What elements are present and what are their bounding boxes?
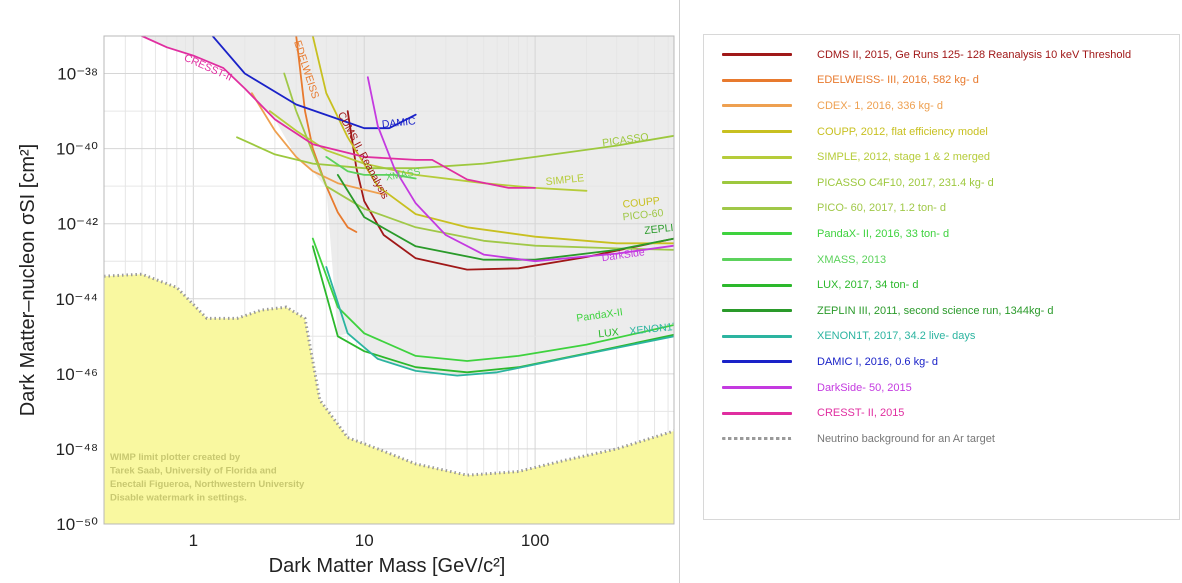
series-line-xenon1t xyxy=(325,266,674,377)
x-tick-label: 1 xyxy=(189,531,198,550)
legend-label: Neutrino background for an Ar target xyxy=(817,432,995,445)
legend-swatch xyxy=(722,437,792,441)
legend-label: ZEPLIN III, 2011, second science run, 13… xyxy=(817,304,1054,317)
series-line-cdms xyxy=(346,110,674,271)
legend-swatch xyxy=(722,130,792,134)
series-line-xmass xyxy=(325,156,417,180)
legend-swatch xyxy=(722,283,792,287)
legend-swatch xyxy=(722,53,792,57)
neutrino-background-fill xyxy=(104,274,674,524)
series-label-coupp: COUPP xyxy=(622,195,660,211)
y-tick-label: 10⁻⁵⁰ xyxy=(56,515,98,534)
legend: CDMS II, 2015, Ge Runs 125- 128 Reanalys… xyxy=(703,34,1180,520)
legend-swatch xyxy=(722,334,792,338)
legend-label: EDELWEISS- III, 2016, 582 kg- d xyxy=(817,74,979,87)
legend-label: PICASSO C4F10, 2017, 231.4 kg- d xyxy=(817,176,994,189)
series-line-picasso xyxy=(236,134,674,170)
legend-swatch xyxy=(722,181,792,185)
series-label-simple: SIMPLE xyxy=(545,172,585,188)
series-label-pico60: PICO-60 xyxy=(622,207,664,223)
series-line-pandax xyxy=(311,237,674,362)
panel-divider xyxy=(679,0,680,583)
legend-item-lux: LUX, 2017, 34 ton- d xyxy=(722,272,1179,298)
series-line-zeplin xyxy=(336,174,674,261)
legend-item-simple: SIMPLE, 2012, stage 1 & 2 merged xyxy=(722,144,1179,170)
legend-swatch xyxy=(722,258,792,262)
legend-swatch xyxy=(722,104,792,108)
legend-item-edelweiss: EDELWEISS- III, 2016, 582 kg- d xyxy=(722,68,1179,94)
legend-item-picasso: PICASSO C4F10, 2017, 231.4 kg- d xyxy=(722,170,1179,196)
legend-label: PandaX- II, 2016, 33 ton- d xyxy=(817,227,950,240)
legend-label: CDMS II, 2015, Ge Runs 125- 128 Reanalys… xyxy=(817,48,1132,61)
series-label-xenon1t: XENON1T xyxy=(629,320,680,337)
legend-item-darkside: DarkSide- 50, 2015 xyxy=(722,375,1179,401)
legend-swatch xyxy=(722,78,792,82)
legend-item-neutrino: Neutrino background for an Ar target xyxy=(722,426,1179,452)
y-tick-label: 10⁻³⁸ xyxy=(57,65,98,84)
watermark-line: WIMP limit plotter created by xyxy=(110,452,241,463)
legend-swatch xyxy=(722,386,792,390)
plot-frame xyxy=(103,35,675,525)
legend-label: DAMIC I, 2016, 0.6 kg- d xyxy=(817,355,939,368)
legend-item-pandax: PandaX- II, 2016, 33 ton- d xyxy=(722,221,1179,247)
legend-label: DarkSide- 50, 2015 xyxy=(817,381,912,394)
legend-label: CRESST- II, 2015 xyxy=(817,407,905,420)
legend-label: COUPP, 2012, flat efficiency model xyxy=(817,125,988,138)
legend-item-coupp: COUPP, 2012, flat efficiency model xyxy=(722,119,1179,145)
neutrino-background-line xyxy=(104,272,674,477)
watermark-line: Disable watermark in settings. xyxy=(110,493,247,504)
series-label-lux: LUX xyxy=(598,326,620,340)
series-label-darkside: DarkSide xyxy=(601,246,646,264)
legend-label: XENON1T, 2017, 34.2 live- days xyxy=(817,330,976,343)
legend-label: CDEX- 1, 2016, 336 kg- d xyxy=(817,99,943,112)
y-tick-label: 10⁻⁴⁴ xyxy=(56,290,99,309)
watermark-line: Tarek Saab, University of Florida and xyxy=(110,466,277,477)
legend-swatch xyxy=(722,232,792,236)
legend-swatch xyxy=(722,206,792,210)
chart: WIMP limit plotter created by Tarek Saab,… xyxy=(17,35,680,577)
series-label-damic: DAMIC xyxy=(381,115,416,131)
legend-item-cdex: CDEX- 1, 2016, 336 kg- d xyxy=(722,93,1179,119)
legend-swatch xyxy=(722,155,792,159)
y-tick-label: 10⁻⁴² xyxy=(57,215,98,234)
legend-label: SIMPLE, 2012, stage 1 & 2 merged xyxy=(817,151,991,164)
series-line-coupp xyxy=(311,36,674,245)
legend-swatch xyxy=(722,411,792,415)
legend-swatch xyxy=(722,360,792,364)
excluded-region xyxy=(104,36,674,376)
legend-label: PICO- 60, 2017, 1.2 ton- d xyxy=(817,202,947,215)
x-tick-label: 100 xyxy=(521,531,549,550)
x-tick-label: 10 xyxy=(355,531,374,550)
series-line-darkside xyxy=(366,76,674,263)
legend-item-xenon1t: XENON1T, 2017, 34.2 live- days xyxy=(722,324,1179,350)
legend-label: XMASS, 2013 xyxy=(817,253,887,266)
y-tick-label: 10⁻⁴⁶ xyxy=(56,365,98,384)
series-line-damic xyxy=(211,36,417,130)
legend-item-damic: DAMIC I, 2016, 0.6 kg- d xyxy=(722,349,1179,375)
y-axis-label: Dark Matter–nucleon σSI [cm²] xyxy=(17,144,39,416)
series-line-pico60 xyxy=(283,72,674,251)
series-line-cdex xyxy=(251,92,385,196)
y-tick-label: 10⁻⁴⁸ xyxy=(56,440,98,459)
legend-swatch xyxy=(722,309,792,313)
legend-item-xmass: XMASS, 2013 xyxy=(722,247,1179,273)
series-label-zeplin: ZEPLIN xyxy=(644,221,680,237)
x-axis-label: Dark Matter Mass [GeV/c²] xyxy=(269,555,506,577)
legend-item-cresst: CRESST- II, 2015 xyxy=(722,400,1179,426)
legend-item-cdms: CDMS II, 2015, Ge Runs 125- 128 Reanalys… xyxy=(722,42,1179,68)
legend-label: LUX, 2017, 34 ton- d xyxy=(817,279,919,292)
legend-item-pico60: PICO- 60, 2017, 1.2 ton- d xyxy=(722,196,1179,222)
series-line-cresst xyxy=(141,36,536,189)
legend-item-zeplin: ZEPLIN III, 2011, second science run, 13… xyxy=(722,298,1179,324)
y-tick-label: 10⁻⁴⁰ xyxy=(56,140,98,159)
watermark-line: Enectali Figueroa, Northwestern Universi… xyxy=(110,479,305,490)
